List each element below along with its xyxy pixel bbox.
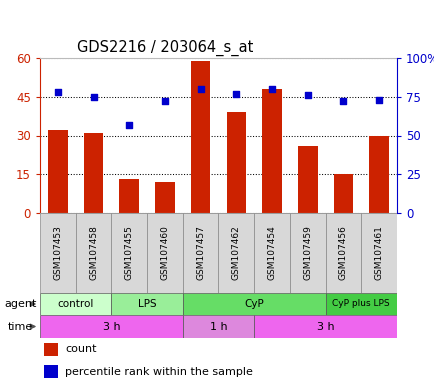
Bar: [262, 89, 281, 213]
Bar: [182, 213, 218, 293]
Text: control: control: [57, 299, 94, 309]
Text: GSM107462: GSM107462: [231, 226, 240, 280]
Point: [268, 86, 275, 92]
Text: CyP plus LPS: CyP plus LPS: [332, 300, 389, 308]
Bar: [297, 146, 317, 213]
Point: [54, 89, 61, 95]
Text: GSM107461: GSM107461: [374, 225, 383, 280]
Bar: [40, 213, 76, 293]
Bar: [333, 174, 352, 213]
Bar: [325, 293, 396, 315]
Bar: [226, 112, 246, 213]
Bar: [48, 130, 68, 213]
Bar: [218, 213, 253, 293]
Text: GDS2216 / 203064_s_at: GDS2216 / 203064_s_at: [76, 40, 253, 56]
Bar: [253, 315, 396, 338]
Bar: [83, 133, 103, 213]
Point: [339, 98, 346, 104]
Bar: [40, 293, 111, 315]
Text: CyP: CyP: [244, 299, 263, 309]
Bar: [325, 213, 361, 293]
Point: [375, 97, 382, 103]
Text: GSM107456: GSM107456: [338, 225, 347, 280]
Text: GSM107458: GSM107458: [89, 225, 98, 280]
Text: 3 h: 3 h: [102, 321, 120, 331]
Bar: [368, 136, 388, 213]
Bar: [43, 365, 58, 378]
Bar: [111, 213, 147, 293]
Bar: [191, 61, 210, 213]
Text: percentile rank within the sample: percentile rank within the sample: [65, 367, 252, 377]
Point: [197, 86, 204, 92]
Text: 3 h: 3 h: [316, 321, 334, 331]
Text: GSM107459: GSM107459: [302, 225, 312, 280]
Bar: [119, 179, 139, 213]
Bar: [147, 213, 182, 293]
Text: GSM107460: GSM107460: [160, 225, 169, 280]
Text: 1 h: 1 h: [209, 321, 227, 331]
Text: LPS: LPS: [138, 299, 156, 309]
Bar: [111, 293, 182, 315]
Bar: [155, 182, 174, 213]
Text: GSM107455: GSM107455: [125, 225, 133, 280]
Point: [303, 92, 310, 98]
Text: time: time: [8, 321, 33, 331]
Bar: [361, 213, 396, 293]
Bar: [253, 213, 289, 293]
Text: GSM107457: GSM107457: [196, 225, 205, 280]
Bar: [40, 315, 182, 338]
Bar: [76, 213, 111, 293]
Point: [232, 91, 239, 97]
Bar: [182, 315, 253, 338]
Bar: [182, 293, 325, 315]
Text: GSM107454: GSM107454: [267, 226, 276, 280]
Point: [90, 94, 97, 100]
Bar: [289, 213, 325, 293]
Text: agent: agent: [5, 299, 37, 309]
Text: count: count: [65, 344, 96, 354]
Text: GSM107453: GSM107453: [53, 225, 62, 280]
Bar: [43, 343, 58, 356]
Point: [125, 122, 132, 128]
Point: [161, 98, 168, 104]
